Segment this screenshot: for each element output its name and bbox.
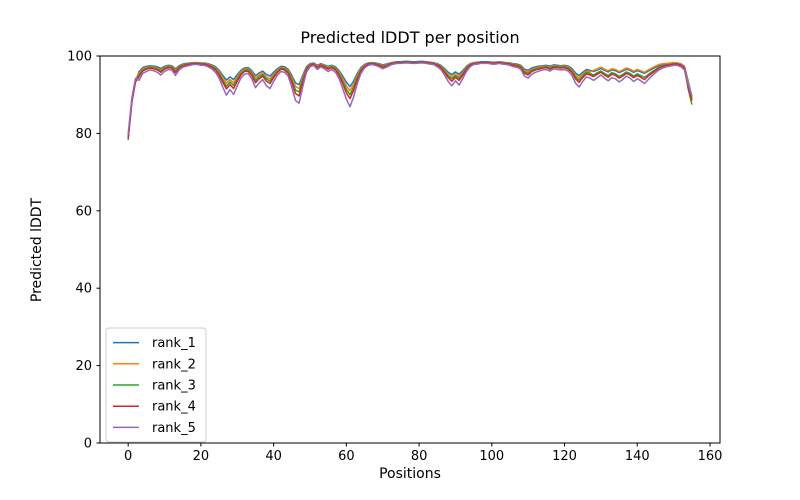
legend-label-rank_5: rank_5 [152,421,196,436]
data-lines [127,60,693,140]
y-tick-label: 100 [67,50,92,65]
x-axis-label: Positions [379,466,441,482]
legend-label-rank_1: rank_1 [152,336,196,351]
chart-title: Predicted lDDT per position [300,28,519,47]
legend-label-rank_2: rank_2 [152,357,196,372]
x-tick-label: 20 [193,449,210,464]
y-tick-label: 60 [75,204,92,219]
line-rank_5 [127,62,693,135]
x-tick-label: 120 [552,449,577,464]
line-rank_1 [127,60,693,140]
x-tick-label: 60 [338,449,355,464]
legend-box [105,327,207,443]
line-rank_3 [127,61,693,139]
x-tick-label: 0 [124,449,132,464]
x-axis: 0 20 40 60 80 100 120 140 160 [124,443,722,464]
x-tick-label: 100 [479,449,504,464]
x-tick-label: 80 [411,449,428,464]
x-tick-label: 160 [698,449,723,464]
plot-area [99,55,721,444]
y-tick-label: 20 [75,359,92,374]
x-tick-label: 40 [265,449,282,464]
y-tick-label: 80 [75,127,92,142]
y-tick-label: 40 [75,282,92,297]
legend: rank_1 rank_2 rank_3 rank_4 rank_5 [105,327,207,443]
y-axis-label: Predicted lDDT [29,197,45,302]
line-rank_4 [127,61,693,139]
line-rank_2 [127,61,693,137]
y-axis: 0 20 40 60 80 100 [67,50,100,452]
legend-label-rank_4: rank_4 [152,400,196,415]
y-tick-label: 0 [84,437,92,452]
legend-label-rank_3: rank_3 [152,379,196,394]
x-tick-label: 140 [625,449,650,464]
